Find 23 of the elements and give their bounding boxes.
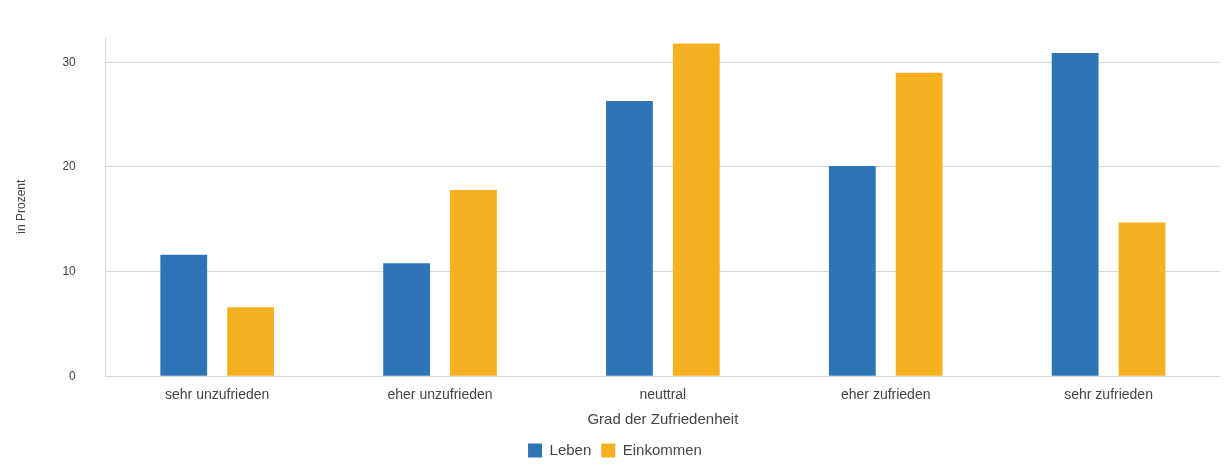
legend-label: Einkommen (622, 440, 702, 458)
bar (227, 307, 274, 376)
bar (1118, 222, 1166, 376)
x-axis-title: Grad der Zufriedenheit (587, 410, 740, 428)
y-tick-label: 30 (62, 54, 77, 69)
bar (450, 189, 497, 376)
bar (383, 263, 430, 376)
y-tick-label: 10 (62, 263, 77, 278)
x-tick-label: sehr unzufrieden (165, 386, 270, 403)
bar (160, 254, 208, 376)
y-axis-title: in Prozent (13, 179, 28, 234)
bar (1051, 52, 1099, 376)
x-tick-label: neuttral (639, 386, 687, 403)
y-tick-label: 20 (62, 159, 77, 174)
x-tick-label: sehr zufrieden (1064, 386, 1153, 403)
bar (672, 43, 720, 376)
bar (895, 72, 943, 376)
x-tick-label: eher zufrieden (840, 386, 931, 403)
legend-label: Leben (549, 440, 592, 458)
x-tick-label: eher unzufrieden (387, 386, 493, 403)
bar (828, 165, 876, 376)
bar (606, 101, 653, 376)
y-tick-label: 0 (69, 368, 77, 383)
